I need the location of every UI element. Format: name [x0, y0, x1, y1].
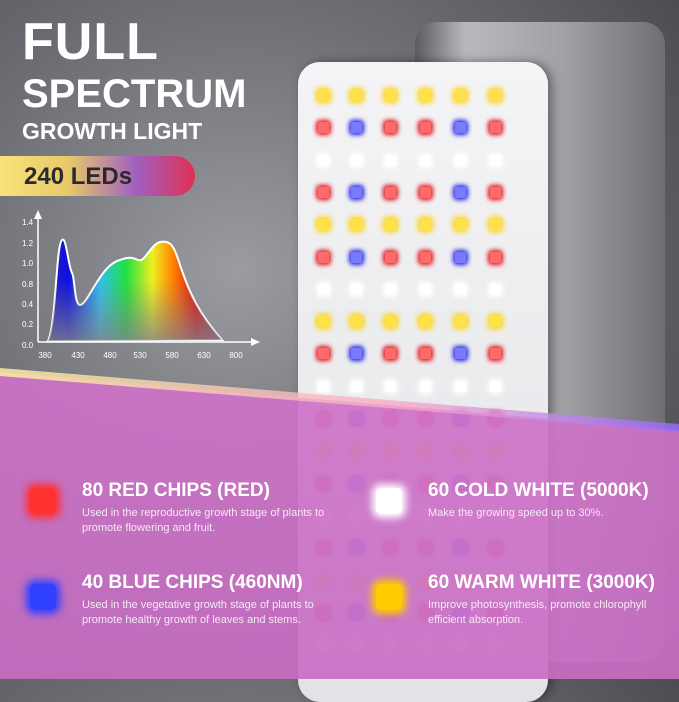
x-tick-label: 430 [71, 351, 85, 360]
x-tick-label: 800 [229, 351, 243, 360]
led-chip [351, 348, 362, 360]
led-chip [385, 380, 396, 392]
led-chip [385, 154, 396, 166]
led-chip [351, 283, 362, 295]
blue-led-chip-icon [30, 584, 56, 610]
x-tick-label: 580 [165, 351, 179, 360]
pink-overlay [0, 372, 679, 679]
led-chip [385, 251, 396, 263]
led-chip [420, 316, 431, 328]
led-chip [455, 154, 466, 166]
led-chip [351, 90, 362, 101]
led-chip [490, 348, 501, 360]
led-chip [385, 122, 396, 134]
led-chip [420, 283, 431, 295]
led-chip [318, 348, 329, 360]
led-chip [318, 90, 329, 101]
feature-description: Improve photosynthesis, promote chloroph… [428, 599, 647, 626]
led-chip [318, 251, 329, 263]
led-chip [455, 219, 466, 231]
x-tick-label: 480 [103, 351, 117, 360]
led-chip [318, 154, 329, 166]
y-tick-label: 1.4 [22, 218, 34, 227]
led-chip [420, 348, 431, 360]
led-chip [490, 122, 501, 134]
led-chip [420, 380, 431, 392]
feature-description: Make the growing speed up to 30%. [428, 507, 604, 519]
led-chip [455, 90, 466, 101]
led-count-badge: 240 LEDs [0, 156, 195, 196]
y-tick-label: 0.2 [22, 320, 34, 329]
led-chip [351, 316, 362, 328]
y-tick-label: 0.4 [22, 300, 34, 309]
feature-title: 60 WARM WHITE (3000K) [428, 572, 655, 593]
led-chip [455, 283, 466, 295]
led-chip [385, 348, 396, 360]
led-chip [420, 122, 431, 134]
led-chip [455, 380, 466, 392]
led-chip [420, 186, 431, 198]
led-chip [490, 154, 501, 166]
led-chip [385, 219, 396, 231]
led-chip [385, 186, 396, 198]
feature-item: 60 WARM WHITE (3000K) Improve photosynthe… [428, 572, 678, 628]
led-chip [318, 283, 329, 295]
led-chip [318, 122, 329, 134]
headline-spectrum: SPECTRUM [22, 72, 247, 116]
led-chip [351, 186, 362, 198]
led-chip [351, 154, 362, 166]
led-chip [455, 251, 466, 263]
led-chip [420, 251, 431, 263]
white-led-chip-icon [376, 488, 402, 514]
led-chip [385, 90, 396, 101]
led-chip [420, 219, 431, 231]
feature-title: 60 COLD WHITE (5000K) [428, 480, 649, 501]
led-chip [318, 186, 329, 198]
y-tick-label: 1.0 [22, 259, 34, 268]
led-chip [385, 316, 396, 328]
feature-description: Used in the reproductive growth stage of… [82, 507, 325, 534]
y-tick-label: 0.8 [22, 280, 34, 289]
led-chip [490, 283, 501, 295]
feature-item: 80 RED CHIPS (RED) Used in the reproducti… [82, 480, 332, 536]
feature-description: Used in the vegetative growth stage of p… [82, 599, 314, 626]
x-tick-label: 530 [133, 351, 147, 360]
headline-full: FULL [22, 13, 159, 71]
led-chip [351, 380, 362, 392]
led-chip [318, 380, 329, 392]
led-chip [455, 348, 466, 360]
led-chip [490, 251, 501, 263]
yellow-led-chip-icon [376, 584, 402, 610]
led-chip [490, 219, 501, 231]
spectrum-chart: 1.4 1.2 1.0 0.8 0.4 0.2 0.0 380 430 480 530 580 630 8… [22, 210, 260, 360]
led-count: 240 LEDs [24, 163, 133, 190]
led-chip [490, 186, 501, 198]
led-chip [490, 90, 501, 101]
feature-title: 40 BLUE CHIPS (460NM) [82, 572, 303, 593]
led-chip [351, 219, 362, 231]
led-chip [385, 283, 396, 295]
y-tick-label: 1.2 [22, 239, 34, 248]
led-chip [351, 251, 362, 263]
led-chip [455, 316, 466, 328]
led-chip [490, 316, 501, 328]
feature-item: 40 BLUE CHIPS (460NM) Used in the vegetat… [82, 572, 332, 628]
led-chip [455, 122, 466, 134]
x-tick-label: 630 [197, 351, 211, 360]
led-chip [455, 186, 466, 198]
feature-item: 60 COLD WHITE (5000K) Make the growing sp… [428, 480, 678, 521]
x-tick-label: 380 [38, 351, 52, 360]
headline-growth-light: GROWTH LIGHT [22, 118, 203, 144]
led-chip [490, 380, 501, 392]
led-chip [318, 219, 329, 231]
led-chip [420, 90, 431, 101]
red-led-chip-icon [30, 488, 56, 514]
feature-title: 80 RED CHIPS (RED) [82, 480, 270, 501]
y-tick-label: 0.0 [22, 341, 34, 350]
led-chip [318, 316, 329, 328]
led-chip [351, 122, 362, 134]
led-chip [420, 154, 431, 166]
